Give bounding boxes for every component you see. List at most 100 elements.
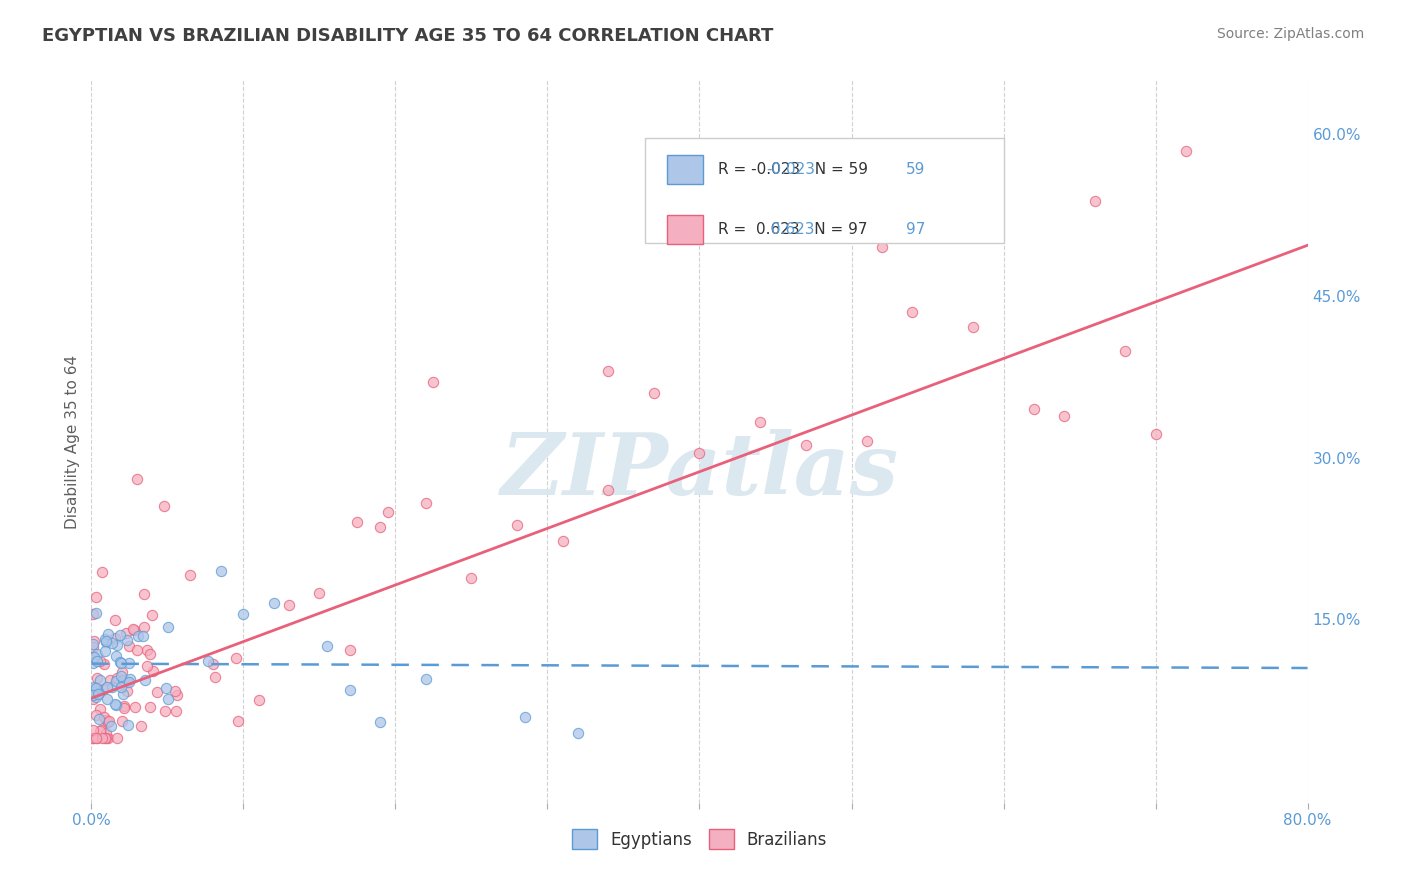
- Point: [598, 364, 620, 378]
- Text: -0.023: -0.023: [766, 162, 815, 178]
- Point: [115, 674, 138, 689]
- Point: [142, 664, 165, 678]
- Point: [94, 644, 117, 658]
- Text: 59: 59: [907, 162, 925, 178]
- Point: [120, 673, 142, 687]
- Point: [87, 687, 110, 701]
- Point: [117, 717, 139, 731]
- Point: [84, 684, 107, 698]
- Point: [104, 632, 127, 646]
- Point: [110, 669, 132, 683]
- Point: [105, 638, 128, 652]
- Point: [96, 691, 118, 706]
- Point: [125, 642, 148, 657]
- Point: [83, 634, 105, 648]
- Point: [225, 651, 247, 665]
- Point: [118, 639, 141, 653]
- Point: [84, 731, 107, 745]
- Point: [153, 500, 176, 514]
- Point: [125, 472, 148, 486]
- Point: [101, 680, 124, 694]
- Point: [132, 629, 155, 643]
- Point: [104, 648, 127, 663]
- Point: [86, 654, 108, 668]
- Point: [84, 590, 107, 604]
- Point: [316, 640, 339, 654]
- Point: [94, 635, 117, 649]
- Point: [82, 637, 104, 651]
- Point: [111, 665, 134, 679]
- Point: [139, 700, 162, 714]
- Point: [794, 438, 817, 452]
- Point: [204, 670, 226, 684]
- Point: [135, 642, 157, 657]
- Point: [1022, 402, 1045, 417]
- Point: [82, 731, 104, 745]
- Point: [415, 672, 437, 686]
- Text: 0.623: 0.623: [766, 221, 815, 236]
- Point: [278, 598, 301, 612]
- Point: [962, 319, 984, 334]
- Point: [308, 586, 330, 600]
- Point: [82, 723, 104, 737]
- Point: [82, 650, 104, 665]
- Text: 97: 97: [907, 221, 925, 236]
- Point: [94, 713, 117, 727]
- Point: [226, 714, 249, 728]
- Point: [90, 723, 112, 738]
- Point: [339, 643, 361, 657]
- Point: [153, 704, 176, 718]
- FancyBboxPatch shape: [645, 138, 1004, 243]
- Point: [1084, 194, 1107, 208]
- Point: [90, 731, 112, 745]
- Point: [134, 587, 156, 601]
- Point: [84, 607, 107, 621]
- Point: [901, 305, 924, 319]
- Point: [97, 715, 120, 730]
- Point: [855, 434, 877, 449]
- Point: [377, 505, 399, 519]
- Point: [155, 681, 177, 695]
- Point: [567, 725, 589, 739]
- Point: [1174, 145, 1197, 159]
- Point: [1144, 426, 1167, 441]
- Point: [97, 626, 120, 640]
- Point: [124, 700, 146, 714]
- Point: [368, 714, 391, 729]
- Point: [89, 701, 111, 715]
- Point: [263, 596, 285, 610]
- Point: [98, 714, 121, 729]
- Point: [135, 659, 157, 673]
- Point: [163, 684, 186, 698]
- Point: [84, 681, 107, 696]
- Point: [100, 719, 122, 733]
- Point: [202, 657, 225, 671]
- Bar: [666, 215, 703, 244]
- Point: [111, 673, 134, 687]
- Point: [89, 654, 111, 668]
- Point: [141, 608, 163, 623]
- Legend: Egyptians, Brazilians: Egyptians, Brazilians: [565, 822, 834, 856]
- Point: [1053, 409, 1076, 423]
- Point: [84, 690, 107, 705]
- Point: [688, 446, 710, 460]
- Point: [112, 701, 135, 715]
- Point: [139, 647, 162, 661]
- Point: [104, 674, 127, 689]
- Point: [93, 681, 115, 696]
- Text: EGYPTIAN VS BRAZILIAN DISABILITY AGE 35 TO 64 CORRELATION CHART: EGYPTIAN VS BRAZILIAN DISABILITY AGE 35 …: [42, 27, 773, 45]
- Point: [83, 681, 105, 695]
- Point: [122, 624, 145, 638]
- Point: [96, 681, 118, 695]
- Point: [132, 619, 155, 633]
- Point: [89, 685, 111, 699]
- Text: ZIPatlas: ZIPatlas: [501, 429, 898, 512]
- Point: [104, 698, 127, 713]
- Point: [166, 688, 188, 702]
- Point: [111, 714, 134, 729]
- Point: [1114, 343, 1136, 358]
- Point: [101, 636, 124, 650]
- Point: [86, 731, 108, 745]
- Point: [93, 657, 115, 672]
- Point: [94, 731, 117, 745]
